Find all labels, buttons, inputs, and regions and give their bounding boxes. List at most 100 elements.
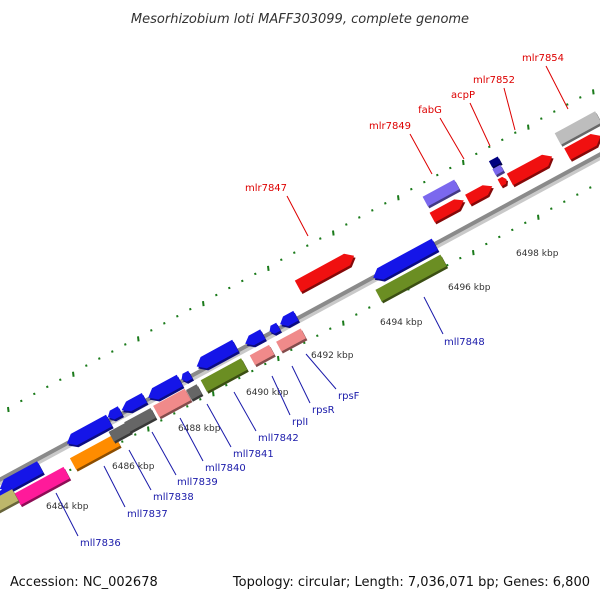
upper-tick-row-minor-tick: [306, 244, 309, 247]
reverse-leader-line: [423, 296, 444, 335]
gene-blue-7840: [148, 374, 185, 402]
upper-tick-row-minor-tick: [293, 251, 296, 255]
gene-mlr7852-start: [497, 176, 508, 189]
lower-tick-row-minor-tick: [173, 412, 176, 415]
reverse-leader-line: [233, 391, 257, 432]
gene-blue-7848-body: [373, 238, 438, 280]
upper-tick-row-minor-tick: [423, 180, 426, 184]
gene-mll7836-body: [0, 489, 19, 511]
upper-tick-row-minor-tick: [33, 392, 36, 396]
gene-rplI-blue-body: [245, 329, 266, 346]
map-title: Mesorhizobium loti MAFF303099, complete …: [131, 12, 469, 27]
gene-mlr7852: [506, 154, 554, 188]
forward-leader-line: [439, 117, 465, 160]
lower-tick-row-minor-tick: [355, 313, 358, 316]
tick-label: 6488 kbp: [178, 424, 221, 434]
reverse-leader-line: [271, 375, 291, 416]
reverse-leader-line: [151, 431, 177, 476]
lower-tick-row-minor-tick: [290, 348, 293, 352]
upper-tick-row-minor-tick: [85, 364, 88, 367]
tick-label: 6490 kbp: [246, 388, 289, 398]
forward-gene-label: mlr7852: [473, 75, 515, 86]
reverse-gene-label: rpsF: [338, 391, 360, 402]
forward-leader-line: [469, 102, 491, 147]
gene-mll7841-body: [153, 388, 191, 418]
reverse-gene-label: mll7837: [127, 509, 168, 520]
gene-mll7848: [375, 254, 449, 304]
forward-gene-label: acpP: [451, 90, 475, 101]
upper-tick-row-minor-tick: [59, 378, 62, 382]
reverse-gene-label: rplI: [292, 417, 308, 428]
accession-text: Accession: NC_002678: [10, 575, 158, 590]
lower-tick-row-minor-tick: [225, 383, 228, 387]
reverse-gene-label: mll7848: [444, 337, 485, 348]
gene-blue-small-1-body: [107, 406, 123, 420]
reverse-gene-label: mll7839: [177, 477, 218, 488]
upper-tick-row-minor-tick: [20, 399, 23, 403]
upper-tick-row-major-tick: [462, 159, 465, 166]
gene-acpP-body: [488, 156, 502, 168]
lower-tick-row-minor-tick: [524, 221, 527, 225]
reverse-leader-line: [206, 403, 232, 448]
gene-mll7839-body: [108, 422, 132, 442]
gene-fabG-2: [465, 185, 494, 207]
reverse-leader-line: [103, 465, 126, 508]
gene-blue-small-1: [107, 406, 124, 422]
tick-label: 6484 kbp: [46, 502, 89, 512]
gene-mll7842: [200, 358, 249, 394]
lower-tick-row-minor-tick: [134, 433, 137, 436]
upper-tick-row-minor-tick: [436, 173, 439, 177]
gene-gray-small-body: [186, 384, 202, 400]
upper-tick-row-minor-tick: [514, 131, 517, 135]
forward-leader-line: [409, 133, 433, 175]
lower-tick-row-minor-tick: [199, 398, 202, 401]
lower-tick-row-minor-tick: [459, 256, 462, 260]
lower-tick-row-minor-tick: [563, 200, 566, 203]
gene-blue-small-2-body: [121, 393, 147, 412]
gene-mll7842-body: [200, 358, 248, 392]
upper-tick-row-minor-tick: [176, 314, 179, 318]
upper-tick-row-minor-tick: [254, 272, 257, 276]
gene-mll7841: [153, 388, 193, 420]
gene-mll7848-body: [375, 254, 447, 302]
lower-tick-row-minor-tick: [498, 235, 501, 239]
upper-tick-row-minor-tick: [280, 258, 283, 262]
gene-mlr7847-body: [294, 253, 355, 292]
upper-tick-row-minor-tick: [215, 293, 218, 297]
reverse-gene-label: mll7840: [205, 463, 246, 474]
upper-tick-row-minor-tick: [553, 110, 556, 113]
reverse-leader-line: [291, 365, 311, 404]
forward-gene-label: mlr7854: [522, 53, 564, 64]
gene-blue-tiny-body: [181, 370, 193, 382]
lower-tick-row-minor-tick: [264, 362, 267, 366]
gene-acpP-2: [492, 164, 506, 178]
gene-rpsR-blue-body: [269, 322, 281, 334]
gene-acpP: [488, 156, 503, 170]
gene-fabG-2-body: [465, 185, 493, 205]
lower-tick-row-major-tick: [537, 214, 540, 220]
lower-tick-row-minor-tick: [303, 341, 306, 345]
gene-blue-7838: [66, 414, 114, 448]
gene-mlr7849-body: [422, 179, 460, 207]
upper-tick-row-minor-tick: [358, 216, 361, 219]
tick-label: 6498 kbp: [516, 249, 559, 259]
gene-mlr7847: [294, 253, 356, 294]
upper-tick-row-minor-tick: [501, 138, 504, 142]
upper-tick-row-major-tick: [527, 124, 530, 130]
upper-tick-row-minor-tick: [449, 166, 452, 170]
upper-tick-row-minor-tick: [540, 117, 543, 120]
gene-mlr7854-body: [554, 111, 600, 145]
gene-mlr7849: [422, 179, 461, 209]
gene-blue-7841-body: [196, 339, 239, 369]
gene-acpP-2-body: [492, 164, 504, 176]
forward-leader-line: [286, 195, 309, 237]
upper-tick-row-minor-tick: [111, 350, 114, 353]
upper-tick-row-minor-tick: [566, 103, 569, 106]
gene-blue-small-2: [121, 393, 149, 414]
tick-label: 6492 kbp: [311, 351, 354, 361]
gene-mll7837: [14, 466, 72, 508]
gene-mll7836: [0, 489, 20, 514]
upper-tick-row-major-tick: [202, 301, 205, 307]
upper-tick-row-major-tick: [72, 371, 75, 377]
